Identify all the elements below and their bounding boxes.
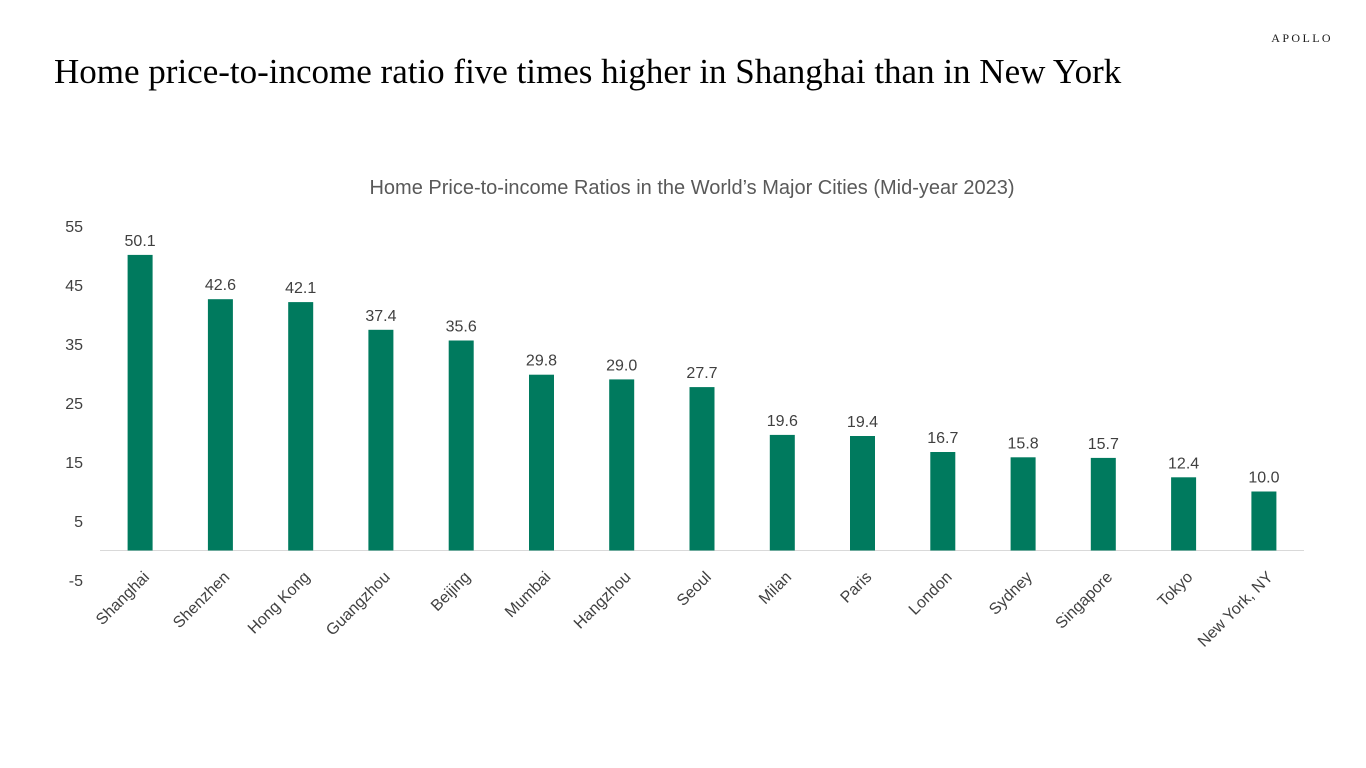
data-label: 16.7 xyxy=(927,430,958,447)
x-tick-label: Mumbai xyxy=(502,569,554,621)
data-label: 15.7 xyxy=(1088,436,1119,453)
chart-title: Home Price-to-income Ratios in the World… xyxy=(369,177,1014,199)
x-tick-label: Guangzhou xyxy=(323,569,394,640)
data-label: 10.0 xyxy=(1248,470,1279,487)
bar xyxy=(207,299,233,551)
data-label: 29.0 xyxy=(606,357,637,374)
bar xyxy=(1010,457,1036,551)
bar xyxy=(769,434,795,551)
bar xyxy=(288,302,314,551)
x-tick-label: Seoul xyxy=(674,569,715,610)
data-label: 50.1 xyxy=(125,233,156,250)
x-tick-label: Beijing xyxy=(428,569,474,615)
bar xyxy=(689,387,715,551)
bar xyxy=(368,329,394,551)
x-tick-label: Hangzhou xyxy=(571,569,635,633)
data-label: 35.6 xyxy=(446,319,477,336)
brand-logo: APOLLO xyxy=(1271,31,1333,45)
data-label: 19.4 xyxy=(847,414,878,431)
data-label: 12.4 xyxy=(1168,455,1199,472)
data-label: 42.6 xyxy=(205,277,236,294)
x-tick-label: Shenzhen xyxy=(170,569,233,632)
data-label: 19.6 xyxy=(767,413,798,430)
bar xyxy=(529,374,554,551)
x-tick-label: Hong Kong xyxy=(245,569,314,638)
category-labels: Shanghai Shenzhen Hong Kong Guangzhou Beijin… xyxy=(93,569,1277,651)
bar xyxy=(930,452,956,551)
y-tick-label: 35 xyxy=(65,337,83,354)
x-tick-label: Shanghai xyxy=(93,569,153,629)
value-labels: 50.1 42.6 42.1 37.4 35.6 29.8 29.0 27.7 19.6 19.4… xyxy=(125,233,1280,487)
y-tick-label: -5 xyxy=(69,573,83,590)
x-tick-label: Paris xyxy=(838,569,876,607)
page-headline: Home price-to-income ratio five times hi… xyxy=(54,52,1122,91)
bar xyxy=(1090,457,1116,551)
bars xyxy=(127,254,1277,551)
x-tick-label: Sydney xyxy=(986,569,1036,619)
bar xyxy=(127,254,153,551)
data-label: 29.8 xyxy=(526,353,557,370)
y-axis-ticks: -5 5 15 25 35 45 55 xyxy=(65,219,83,590)
y-tick-label: 5 xyxy=(74,514,83,531)
x-tick-label: Milan xyxy=(756,569,795,608)
data-label: 27.7 xyxy=(686,365,717,382)
y-tick-label: 55 xyxy=(65,219,83,236)
data-label: 37.4 xyxy=(365,308,396,325)
bar xyxy=(609,379,635,551)
bar xyxy=(1251,491,1277,551)
x-tick-label: London xyxy=(906,569,956,619)
bar xyxy=(448,340,474,551)
data-label: 42.1 xyxy=(285,280,316,297)
y-tick-label: 45 xyxy=(65,278,83,295)
x-tick-label: Singapore xyxy=(1053,569,1117,633)
x-tick-label: New York, NY xyxy=(1195,569,1277,651)
y-tick-label: 15 xyxy=(65,455,83,472)
data-label: 15.8 xyxy=(1008,435,1039,452)
bar xyxy=(850,436,875,551)
y-tick-label: 25 xyxy=(65,396,83,413)
bar xyxy=(1171,477,1197,551)
x-tick-label: Tokyo xyxy=(1155,569,1197,611)
